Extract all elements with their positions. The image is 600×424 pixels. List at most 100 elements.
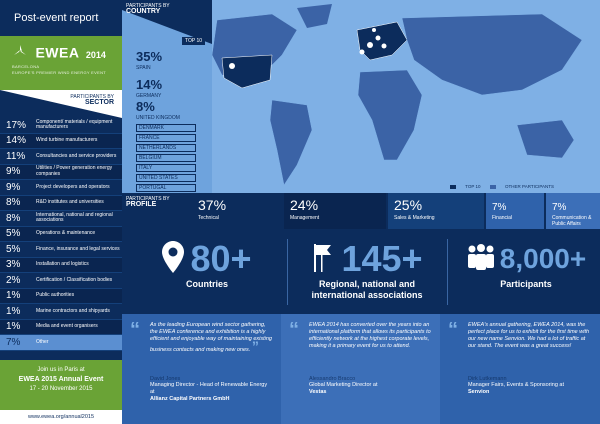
- footer-url[interactable]: www.ewea.org/annual2015: [0, 410, 122, 424]
- sector-name: Project developers and operators: [36, 183, 110, 190]
- country-item: 8% UNITED KINGDOM: [136, 99, 180, 121]
- sector-row: 2% Certification / Classification bodies: [0, 273, 122, 289]
- stat-countries: 80+ Countries: [132, 229, 282, 314]
- sector-row: 5% Finance, insurance and legal services: [0, 242, 122, 258]
- sector-name: Media and event organisers: [36, 323, 98, 329]
- sector-percent: 5%: [6, 243, 21, 255]
- map-legend: TOP 10 OTHER PARTICIPANTS: [450, 184, 562, 189]
- quote-name: Alessandro Bracco: [309, 376, 356, 382]
- legend-other-swatch: [489, 184, 496, 189]
- country-heading-title: COUNTRY: [126, 8, 161, 15]
- testimonials: “ As the leading European wind sector gat…: [122, 314, 600, 424]
- sector-heading: PARTICIPANTS BY SECTOR: [0, 90, 122, 118]
- quote-text: As the leading European wind sector gath…: [150, 322, 272, 353]
- sector-percent: 5%: [6, 228, 21, 240]
- divider: [447, 239, 448, 305]
- paris-line1: Join us in Paris at: [37, 367, 85, 373]
- stat-associations-label: Regional, national and international ass…: [311, 279, 423, 300]
- sector-row: 8% International, national and regional a…: [0, 211, 122, 227]
- profile-item: 25% Sales & Marketing: [388, 193, 484, 229]
- legend-top10-swatch: [450, 184, 456, 189]
- profile-heading-small: PARTICIPANTS BY: [126, 196, 170, 202]
- quote-open-icon: “: [448, 319, 458, 341]
- logo-brand: EWEA: [35, 44, 80, 61]
- sector-name: Utilities / Power generation energy comp…: [36, 165, 113, 177]
- sector-row: 17% Component/ materials / equipment manu…: [0, 118, 122, 134]
- sector-percent: 9%: [6, 166, 21, 178]
- quote-role: Manager Fairs, Events & Sponsoring at: [468, 382, 564, 388]
- sector-row: 1% Public authorities: [0, 288, 122, 304]
- sector-percent: 1%: [6, 321, 21, 333]
- quote-open-icon: “: [130, 319, 140, 341]
- sector-heading-small: PARTICIPANTS BY: [70, 94, 114, 100]
- stat-countries-label: Countries: [185, 279, 228, 289]
- country-tag: FRANCE: [136, 134, 196, 142]
- people-icon: [466, 243, 496, 275]
- location-pin-icon: [162, 240, 185, 278]
- country-tag: NETHERLANDS: [136, 144, 196, 152]
- quote-name: David Jones: [150, 376, 181, 382]
- paris-line2: EWEA 2015 Annual Event: [18, 376, 104, 383]
- country-tag: BELGIUM: [136, 154, 196, 162]
- country-item: 14% GERMANY: [136, 77, 163, 99]
- sector-list: 17% Component/ materials / equipment manu…: [0, 118, 122, 351]
- profile-heading-title: PROFILE: [126, 201, 157, 208]
- logo-location: BARCELONA: [12, 64, 40, 69]
- country-tag: PORTUGAL: [136, 184, 196, 192]
- flags-icon: [311, 242, 335, 277]
- top10-label: TOP 10: [182, 37, 206, 45]
- profile-item: 24% Management: [284, 193, 386, 229]
- sector-row: 1% Marine contractors and shipyards: [0, 304, 122, 320]
- sector-percent: 11%: [6, 150, 26, 162]
- profile-bar: PARTICIPANTS BY PROFILE 37% Technical 24% M…: [122, 193, 600, 229]
- country-panel: PARTICIPANTS BY COUNTRY 35% SPAIN 14% GERMA…: [122, 0, 212, 193]
- profile-item: 37% Technical: [192, 193, 282, 229]
- sector-name: Operations & maintenance: [36, 230, 96, 236]
- testimonial: “ EWEA's annual gathering, EWEA 2014, was…: [440, 314, 600, 424]
- sector-row: 8% R&D institutes and universities: [0, 195, 122, 211]
- quote-close-icon: ”: [251, 338, 259, 354]
- quote-text: EWEA 2014 has converted over the years i…: [309, 322, 431, 349]
- sector-name: Installation and logistics: [36, 261, 89, 267]
- sector-name: Certification / Classification bodies: [36, 276, 113, 283]
- testimonial: “ EWEA 2014 has converted over the years …: [281, 314, 440, 424]
- sector-name: Public authorities: [36, 292, 75, 298]
- sector-name: R&D institutes and universities: [36, 199, 104, 205]
- country-item: 35% SPAIN: [136, 49, 163, 71]
- testimonial: “ As the leading European wind sector gat…: [122, 314, 281, 424]
- quote-company: Allianz Capital Partners GmbH: [150, 396, 230, 402]
- quote-role: Global Marketing Director at: [309, 382, 378, 388]
- sector-percent: 9%: [6, 181, 21, 193]
- sidebar: Post-event report EWEA 2014 BARCELONA EU…: [0, 0, 122, 424]
- country-heading-small: PARTICIPANTS BY: [126, 3, 170, 9]
- sector-row: 14% Wind turbine manufacturers: [0, 133, 122, 149]
- sector-percent: 8%: [6, 212, 21, 224]
- stat-participants-label: Participants: [500, 279, 552, 289]
- paris-promo: Join us in Paris at EWEA 2015 Annual Eve…: [0, 360, 122, 410]
- sector-name: Other: [36, 338, 49, 345]
- ewea-logo: EWEA 2014 BARCELONA EUROPE'S PREMIER WIN…: [0, 36, 122, 90]
- country-tag: UNITED STATES: [136, 174, 196, 182]
- sector-percent: 1%: [6, 290, 21, 302]
- sector-name: International, national and regional ass…: [36, 211, 113, 224]
- sector-percent: 14%: [6, 135, 27, 147]
- sector-row: 11% Consultancies and service providers: [0, 149, 122, 165]
- sector-percent: 3%: [6, 259, 21, 271]
- sector-percent: 7%: [6, 336, 21, 348]
- sector-percent: 17%: [6, 119, 27, 131]
- ewea-logo-icon: [12, 44, 28, 63]
- sector-name: Wind turbine manufacturers: [36, 137, 98, 143]
- stat-associations-value: 145+: [341, 238, 423, 279]
- logo-tagline: EUROPE'S PREMIER WIND ENERGY EVENT: [12, 70, 107, 75]
- country-tag: ITALY: [136, 164, 196, 172]
- sector-row: 3% Installation and logistics: [0, 257, 122, 273]
- quote-company: Senvion: [468, 389, 490, 395]
- sector-name: Marine contractors and shipyards: [36, 307, 110, 314]
- legend-top10: TOP 10: [465, 184, 481, 189]
- sector-row: 7% Other: [0, 335, 122, 351]
- profile-item: 7% Communication & Public Affairs: [546, 193, 600, 229]
- sector-row: 1% Media and event organisers: [0, 319, 122, 335]
- quote-company: Vestas: [309, 389, 327, 395]
- country-tag: DENMARK: [136, 124, 196, 132]
- sector-percent: 2%: [6, 274, 21, 286]
